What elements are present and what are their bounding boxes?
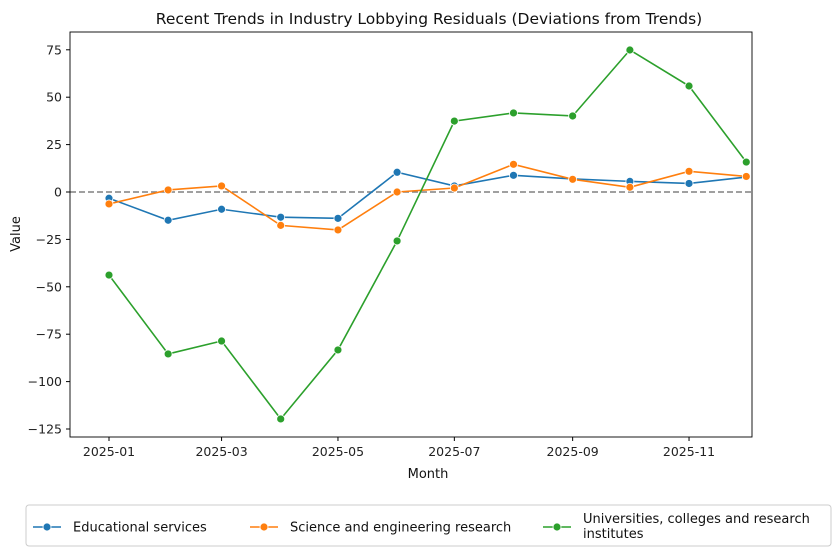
data-point <box>276 220 286 230</box>
legend-marker <box>552 522 562 532</box>
legend-label: Universities, colleges and research insti… <box>583 512 810 542</box>
data-point <box>276 212 286 222</box>
series-line <box>108 163 747 231</box>
chart-title: Recent Trends in Industry Lobbying Resid… <box>156 10 702 28</box>
data-point <box>333 225 343 235</box>
data-point <box>392 167 402 177</box>
data-point <box>684 179 694 188</box>
series-line <box>108 48 747 421</box>
data-point <box>104 270 114 280</box>
y-axis-label: Value <box>9 216 24 252</box>
y-tick-label: −75 <box>36 327 62 342</box>
series-0 <box>104 167 751 225</box>
legend-item: Science and engineering research <box>250 521 511 536</box>
y-tick-label: 25 <box>46 137 62 152</box>
y-tick-label: −25 <box>36 232 62 247</box>
legend-label-line: Universities, colleges and research <box>583 512 810 527</box>
y-tick-label: −100 <box>28 374 62 389</box>
series-2 <box>104 45 751 424</box>
x-tick-label: 2025-01 <box>83 444 135 459</box>
data-point <box>509 170 518 180</box>
data-point <box>684 166 694 176</box>
x-tick-label: 2025-05 <box>312 444 364 459</box>
legend-marker <box>259 522 269 532</box>
data-point <box>568 174 578 184</box>
x-axis-label: Month <box>408 467 449 482</box>
data-point <box>163 215 173 225</box>
data-point <box>217 336 226 346</box>
data-point <box>449 116 459 126</box>
legend-marker <box>42 522 52 532</box>
y-tick-label: −50 <box>36 279 62 294</box>
data-point <box>625 45 635 55</box>
data-point <box>392 236 402 246</box>
data-point <box>741 157 751 167</box>
data-point <box>509 159 518 169</box>
data-point <box>568 111 578 121</box>
y-tick-label: 0 <box>54 185 62 200</box>
legend-label: Educational services <box>73 521 207 536</box>
data-point <box>163 349 173 359</box>
data-point <box>392 187 402 197</box>
data-point <box>163 185 173 195</box>
legend: Educational services Science and engineer… <box>25 504 832 547</box>
data-point <box>217 204 226 214</box>
data-point <box>625 182 635 192</box>
series-1 <box>104 159 751 235</box>
series-line <box>108 171 747 222</box>
x-tick-label: 2025-11 <box>663 444 715 459</box>
x-tick-label: 2025-07 <box>428 444 480 459</box>
legend-item: Universities, colleges and research insti… <box>543 512 810 542</box>
plot-frame <box>69 31 753 438</box>
legend-label: Science and engineering research <box>290 521 511 536</box>
legend-label-line: institutes <box>583 527 644 542</box>
legend-item: Educational services <box>33 521 207 536</box>
data-point <box>509 108 518 118</box>
legend-frame <box>25 504 832 547</box>
data-point <box>104 199 114 209</box>
x-tick-label: 2025-03 <box>195 444 247 459</box>
y-tick-label: −125 <box>28 422 62 437</box>
data-point <box>741 172 751 181</box>
data-point <box>333 213 343 223</box>
x-tick-label: 2025-09 <box>547 444 599 459</box>
data-point <box>684 81 694 91</box>
data-point <box>217 181 226 191</box>
y-tick-label: 75 <box>46 42 62 57</box>
data-point <box>449 183 459 193</box>
data-point <box>333 345 343 355</box>
y-tick-label: 50 <box>46 90 62 105</box>
data-point <box>276 414 286 424</box>
